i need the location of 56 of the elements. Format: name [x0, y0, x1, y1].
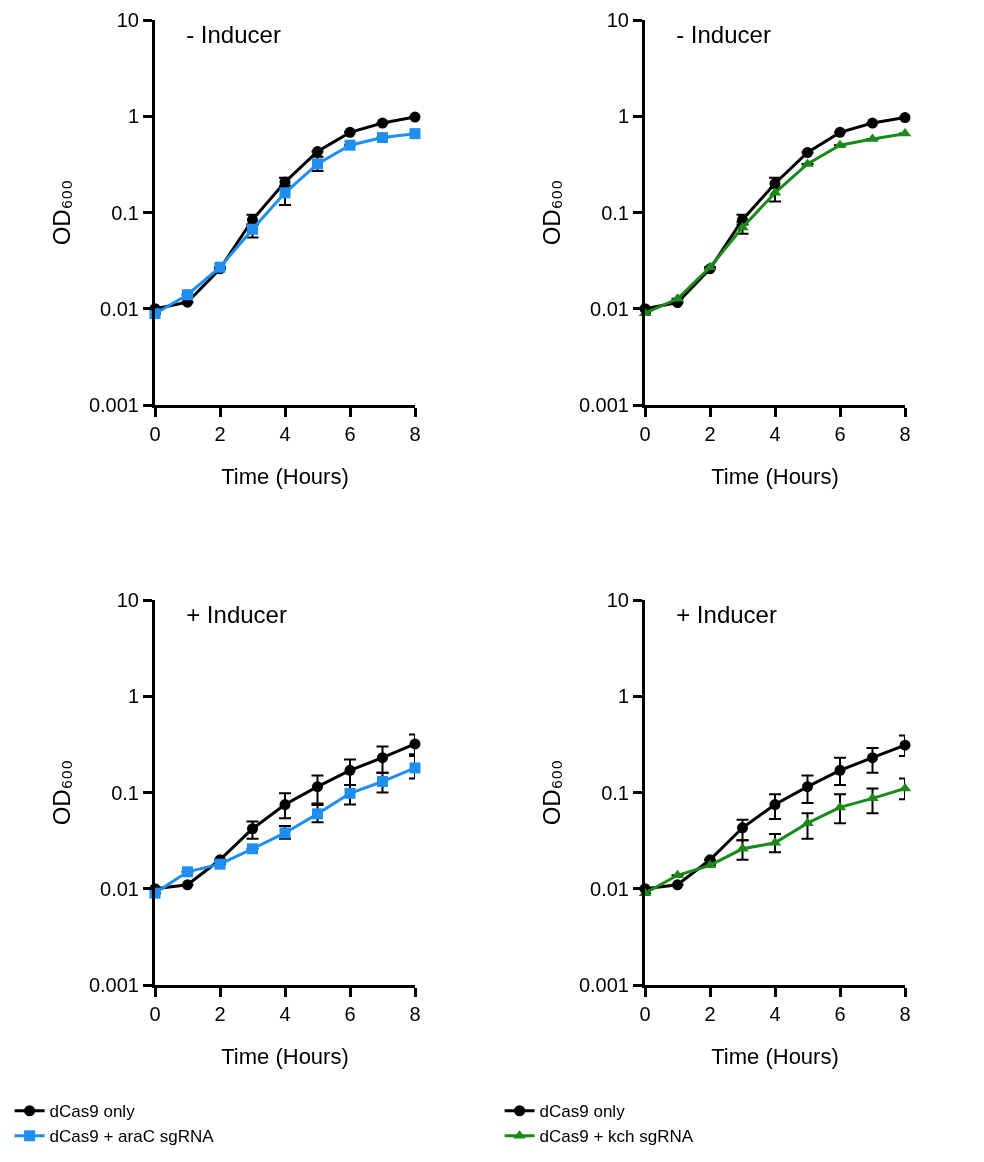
- x-tick-label: 8: [899, 1003, 911, 1025]
- x-tick-label: 2: [704, 1003, 716, 1025]
- x-tick-label: 0: [639, 423, 651, 445]
- y-tick-label: 0.01: [100, 297, 139, 320]
- y-tick-label: 1: [127, 105, 139, 128]
- y-tick-label: 0.1: [111, 201, 139, 224]
- x-tick-label: 8: [409, 423, 421, 445]
- x-tick-label: 6: [834, 1003, 846, 1025]
- x-tick-label: 0: [149, 423, 161, 445]
- y-axis-title: OD₆₀₀: [538, 179, 566, 246]
- y-tick-label: 0.001: [88, 394, 139, 416]
- y-tick-label: 10: [606, 589, 629, 611]
- x-axis-title: Time (Hours): [711, 1043, 839, 1069]
- x-tick-label: 0: [639, 1003, 651, 1025]
- y-tick-label: 1: [617, 105, 629, 128]
- y-tick-label: 0.1: [601, 201, 629, 224]
- chart-title: + Inducer: [676, 600, 777, 628]
- x-tick-label: 2: [214, 1003, 226, 1025]
- chart-title: + Inducer: [186, 600, 287, 628]
- x-tick-label: 6: [344, 423, 356, 445]
- x-tick-label: 0: [149, 1003, 161, 1025]
- legend-label: dCas9 only: [49, 1102, 136, 1122]
- x-tick-label: 4: [769, 1003, 781, 1025]
- x-tick-label: 4: [279, 1003, 291, 1025]
- x-tick-label: 4: [769, 423, 781, 445]
- y-tick-label: 0.01: [100, 877, 139, 900]
- x-axis-title: Time (Hours): [711, 463, 839, 489]
- x-tick-label: 2: [214, 423, 226, 445]
- y-tick-label: 0.001: [578, 394, 629, 416]
- x-axis-title: Time (Hours): [221, 463, 349, 489]
- x-tick-label: 4: [279, 423, 291, 445]
- legend-label: dCas9 only: [539, 1102, 626, 1122]
- x-tick-label: 2: [704, 423, 716, 445]
- legend-label: dCas9 + kch sgRNA: [539, 1127, 694, 1147]
- y-tick-label: 0.001: [88, 974, 139, 996]
- x-tick-label: 8: [899, 423, 911, 445]
- y-tick-label: 1: [127, 685, 139, 708]
- y-axis-title: OD₆₀₀: [48, 759, 76, 826]
- y-tick-label: 0.01: [590, 877, 629, 900]
- y-tick-label: 0.1: [111, 781, 139, 804]
- y-tick-label: 10: [116, 589, 139, 611]
- x-axis-title: Time (Hours): [221, 1043, 349, 1069]
- chart-title: - Inducer: [676, 20, 771, 48]
- y-tick-label: 0.01: [590, 297, 629, 320]
- y-tick-label: 1: [617, 685, 629, 708]
- y-tick-label: 10: [116, 9, 139, 31]
- y-axis-title: OD₆₀₀: [538, 759, 566, 826]
- x-tick-label: 6: [344, 1003, 356, 1025]
- chart-title: - Inducer: [186, 20, 281, 48]
- x-tick-label: 8: [409, 1003, 421, 1025]
- legend-label: dCas9 + araC sgRNA: [49, 1127, 215, 1147]
- y-tick-label: 10: [606, 9, 629, 31]
- y-tick-label: 0.1: [601, 781, 629, 804]
- y-axis-title: OD₆₀₀: [48, 179, 76, 246]
- x-tick-label: 6: [834, 423, 846, 445]
- y-tick-label: 0.001: [578, 974, 629, 996]
